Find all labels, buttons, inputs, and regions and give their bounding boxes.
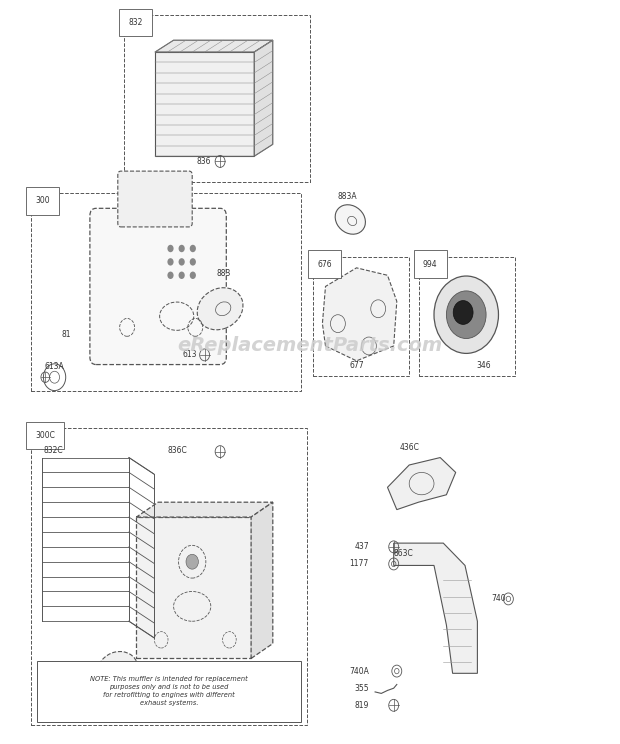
Bar	[37, 661, 301, 722]
Text: 740A: 740A	[349, 667, 369, 676]
Circle shape	[179, 245, 185, 252]
Bar	[124, 15, 310, 182]
Text: 355: 355	[354, 684, 369, 693]
Bar	[313, 257, 409, 376]
Polygon shape	[394, 543, 477, 673]
Polygon shape	[251, 502, 273, 658]
Polygon shape	[322, 268, 397, 361]
Text: 677: 677	[349, 361, 364, 370]
Polygon shape	[136, 517, 251, 658]
Ellipse shape	[98, 652, 138, 687]
Text: 613A: 613A	[45, 362, 64, 371]
FancyBboxPatch shape	[90, 208, 226, 365]
Text: 836C: 836C	[167, 446, 187, 455]
Text: 883C: 883C	[111, 698, 131, 707]
Circle shape	[179, 272, 185, 279]
Text: 676: 676	[317, 260, 332, 269]
Text: 863C: 863C	[394, 549, 414, 558]
Circle shape	[167, 272, 174, 279]
Text: 81: 81	[62, 330, 71, 339]
Circle shape	[190, 245, 196, 252]
Circle shape	[167, 258, 174, 266]
Text: eReplacementParts.com: eReplacementParts.com	[177, 336, 443, 356]
Polygon shape	[155, 40, 273, 52]
Text: 436C: 436C	[399, 443, 419, 452]
Polygon shape	[254, 40, 273, 156]
Text: 300: 300	[35, 196, 50, 205]
Polygon shape	[388, 458, 456, 510]
Bar	[418, 257, 515, 376]
Polygon shape	[136, 502, 273, 517]
Bar	[31, 193, 301, 391]
Ellipse shape	[197, 288, 243, 330]
Text: 346: 346	[476, 361, 491, 370]
Circle shape	[453, 301, 473, 324]
Bar	[31, 428, 307, 725]
Circle shape	[186, 554, 198, 569]
Text: 300C: 300C	[35, 431, 55, 440]
Text: 883A: 883A	[338, 192, 358, 201]
Text: 836: 836	[197, 157, 211, 166]
Ellipse shape	[335, 205, 365, 234]
Text: 613: 613	[183, 350, 197, 359]
Text: 437: 437	[354, 542, 369, 551]
Text: 1177: 1177	[350, 559, 369, 568]
Text: 819: 819	[355, 701, 369, 710]
Circle shape	[179, 258, 185, 266]
Circle shape	[190, 258, 196, 266]
Text: 740: 740	[492, 594, 507, 603]
Circle shape	[190, 272, 196, 279]
FancyBboxPatch shape	[118, 171, 192, 227]
Circle shape	[167, 245, 174, 252]
Text: 994: 994	[423, 260, 438, 269]
Text: 832: 832	[128, 18, 143, 27]
Text: 883: 883	[216, 269, 231, 278]
Text: NOTE: This muffler is intended for replacement
purposes only and is not to be us: NOTE: This muffler is intended for repla…	[90, 676, 248, 707]
Circle shape	[434, 276, 498, 353]
Text: 832C: 832C	[43, 446, 63, 455]
Circle shape	[446, 291, 486, 339]
Polygon shape	[155, 52, 254, 156]
